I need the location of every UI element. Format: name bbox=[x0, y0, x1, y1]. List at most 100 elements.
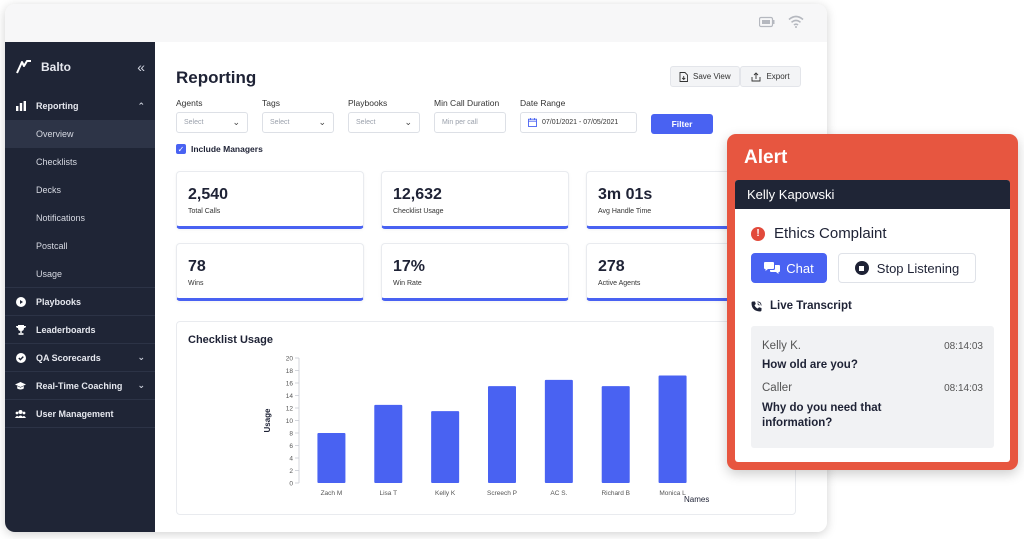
sidebar: Balto « Reporting ⌃ Overview Checklists … bbox=[5, 42, 155, 532]
tags-select-placeholder: Select bbox=[270, 119, 290, 126]
balto-logo-icon bbox=[16, 60, 31, 74]
chevron-up-icon: ⌃ bbox=[137, 100, 145, 111]
stat-card-total-calls: 2,540 Total Calls bbox=[176, 171, 364, 229]
alert-agent-name: Kelly Kapowski bbox=[735, 180, 1010, 209]
chevron-down-icon: ⌄ bbox=[232, 117, 240, 127]
transcript-message: Why do you need that information? bbox=[762, 402, 882, 429]
agents-select[interactable]: Select ⌄ bbox=[176, 112, 248, 133]
filter-button[interactable]: Filter bbox=[651, 114, 713, 134]
stat-value: 2,540 bbox=[188, 186, 229, 203]
collapse-sidebar-icon[interactable]: « bbox=[137, 59, 145, 75]
export-button[interactable]: Export bbox=[740, 66, 801, 87]
x-tick-label: Kelly K bbox=[435, 490, 456, 497]
sidebar-item-real-time-coaching[interactable]: Real-Time Coaching ⌄ bbox=[5, 372, 155, 400]
export-label: Export bbox=[766, 72, 790, 81]
sidebar-item-reporting[interactable]: Reporting ⌃ bbox=[5, 92, 155, 120]
bar-kelly-k bbox=[431, 411, 460, 483]
sidebar-item-label: QA Scorecards bbox=[36, 352, 101, 363]
users-icon bbox=[15, 408, 26, 419]
sidebar-item-playbooks[interactable]: Playbooks bbox=[5, 288, 155, 316]
sidebar-subitem-checklists[interactable]: Checklists bbox=[36, 157, 78, 167]
transcript-message: How old are you? bbox=[762, 359, 858, 371]
sidebar-subitem-overview[interactable]: Overview bbox=[5, 120, 155, 148]
save-view-button[interactable]: Save View bbox=[670, 66, 740, 87]
chevron-down-icon: ⌄ bbox=[404, 117, 412, 127]
stat-value: 3m 01s bbox=[598, 186, 653, 203]
x-axis-title: Names bbox=[684, 495, 709, 504]
stop-listening-label: Stop Listening bbox=[876, 260, 960, 276]
alert-body: Kelly Kapowski ! Ethics Complaint Chat S… bbox=[735, 180, 1010, 462]
sidebar-subitem-decks[interactable]: Decks bbox=[36, 185, 62, 195]
playbooks-select[interactable]: Select ⌄ bbox=[348, 112, 420, 133]
stat-label: Wins bbox=[188, 280, 204, 287]
x-tick-label: Monica L bbox=[659, 490, 686, 497]
playbooks-select-placeholder: Select bbox=[356, 119, 376, 126]
date-range-value: 07/01/2021 - 07/05/2021 bbox=[542, 119, 619, 126]
chat-bubbles-icon bbox=[764, 261, 781, 274]
y-tick-label: 16 bbox=[286, 381, 294, 388]
sidebar-subitem-postcall[interactable]: Postcall bbox=[36, 241, 68, 251]
x-tick-label: Screech P bbox=[487, 490, 517, 497]
stat-value: 17% bbox=[393, 258, 426, 275]
stat-card-checklist-usage: 12,632 Checklist Usage bbox=[381, 171, 569, 229]
bar-lisa-t bbox=[374, 404, 403, 483]
complaint-label: Ethics Complaint bbox=[774, 225, 887, 242]
agents-select-placeholder: Select bbox=[184, 119, 204, 126]
x-tick-label: AC S. bbox=[550, 490, 567, 497]
checkmark-icon: ✓ bbox=[176, 144, 186, 154]
brand[interactable]: Balto « bbox=[5, 42, 155, 92]
sidebar-item-label: Playbooks bbox=[36, 296, 82, 307]
complaint-row: ! Ethics Complaint bbox=[751, 225, 887, 242]
live-transcript-heading: Live Transcript bbox=[751, 300, 852, 312]
sidebar-item-label: Reporting bbox=[36, 101, 79, 111]
bar-ac-s- bbox=[544, 379, 573, 483]
export-icon bbox=[751, 71, 761, 81]
transcript-box: Kelly K. 08:14:03 How old are you? Calle… bbox=[751, 326, 994, 448]
graduation-cap-icon bbox=[15, 380, 26, 391]
stop-listening-button[interactable]: Stop Listening bbox=[838, 253, 976, 283]
y-tick-label: 14 bbox=[286, 393, 294, 400]
save-file-icon bbox=[679, 71, 688, 82]
trophy-icon bbox=[15, 324, 26, 335]
transcript-speaker: Kelly K. bbox=[762, 340, 801, 352]
sidebar-item-user-management[interactable]: User Management bbox=[5, 400, 155, 428]
play-circle-icon bbox=[15, 296, 26, 307]
include-managers-checkbox[interactable]: ✓ Include Managers bbox=[176, 144, 263, 154]
live-transcript-label: Live Transcript bbox=[770, 300, 852, 312]
brand-name: Balto bbox=[41, 60, 71, 74]
alert-title: Alert bbox=[744, 147, 788, 168]
chat-button-label: Chat bbox=[786, 260, 814, 276]
save-view-label: Save View bbox=[693, 72, 731, 81]
x-tick-label: Lisa T bbox=[379, 490, 397, 497]
min-call-duration-input[interactable]: Min per call bbox=[434, 112, 506, 133]
stat-value: 12,632 bbox=[393, 186, 442, 203]
sidebar-item-qa-scorecards[interactable]: QA Scorecards ⌄ bbox=[5, 344, 155, 372]
exclamation-icon: ! bbox=[751, 226, 765, 241]
x-tick-label: Zach M bbox=[321, 490, 343, 497]
y-tick-label: 10 bbox=[286, 418, 294, 425]
bar-zach-m bbox=[317, 433, 346, 483]
stat-label: Avg Handle Time bbox=[598, 208, 652, 215]
y-tick-label: 4 bbox=[289, 456, 293, 463]
stat-label: Total Calls bbox=[188, 208, 221, 215]
y-tick-label: 8 bbox=[289, 431, 293, 438]
y-tick-label: 6 bbox=[289, 443, 293, 450]
y-tick-label: 2 bbox=[289, 468, 293, 475]
bar-monica-l bbox=[658, 375, 687, 483]
stat-value: 278 bbox=[598, 258, 625, 275]
include-managers-label: Include Managers bbox=[191, 144, 263, 154]
tags-select[interactable]: Select ⌄ bbox=[262, 112, 334, 133]
date-range-picker[interactable]: 07/01/2021 - 07/05/2021 bbox=[520, 112, 637, 133]
x-tick-label: Richard B bbox=[601, 490, 630, 497]
min-call-duration-label: Min Call Duration bbox=[434, 98, 500, 108]
sidebar-item-leaderboards[interactable]: Leaderboards bbox=[5, 316, 155, 344]
tags-label: Tags bbox=[262, 98, 280, 108]
chat-button[interactable]: Chat bbox=[751, 253, 827, 283]
stat-label: Active Agents bbox=[598, 280, 641, 287]
chevron-down-icon: ⌄ bbox=[318, 117, 326, 127]
sidebar-subitem-notifications[interactable]: Notifications bbox=[36, 213, 86, 223]
wifi-icon bbox=[788, 15, 804, 28]
calendar-icon bbox=[528, 118, 537, 127]
sidebar-subitem-usage[interactable]: Usage bbox=[5, 260, 155, 288]
page-title: Reporting bbox=[176, 68, 257, 87]
